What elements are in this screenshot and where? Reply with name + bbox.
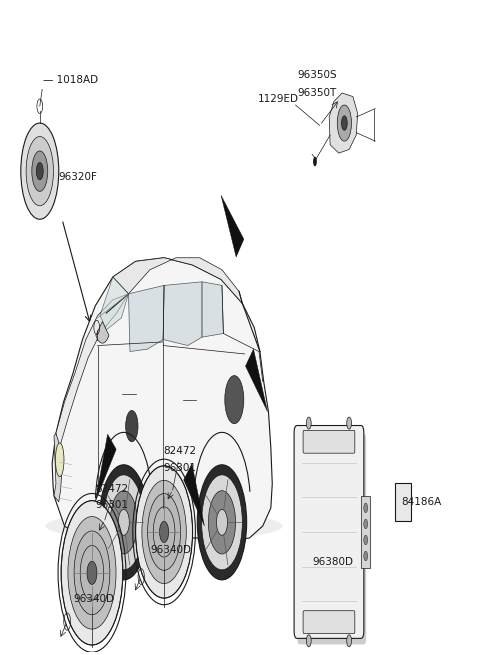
Circle shape bbox=[32, 151, 48, 191]
FancyBboxPatch shape bbox=[303, 610, 355, 633]
Polygon shape bbox=[202, 282, 223, 337]
Polygon shape bbox=[56, 294, 129, 450]
Ellipse shape bbox=[80, 546, 104, 600]
Polygon shape bbox=[100, 277, 129, 330]
Polygon shape bbox=[329, 93, 358, 153]
Polygon shape bbox=[184, 464, 204, 526]
Ellipse shape bbox=[159, 521, 168, 542]
Circle shape bbox=[26, 136, 53, 206]
Ellipse shape bbox=[56, 443, 64, 477]
Wedge shape bbox=[96, 322, 109, 343]
Ellipse shape bbox=[153, 507, 175, 557]
Polygon shape bbox=[221, 195, 244, 257]
FancyBboxPatch shape bbox=[298, 434, 366, 645]
Ellipse shape bbox=[103, 475, 144, 570]
FancyBboxPatch shape bbox=[395, 483, 411, 521]
Ellipse shape bbox=[208, 491, 236, 554]
Text: 96380D: 96380D bbox=[312, 557, 353, 567]
Circle shape bbox=[364, 503, 368, 513]
Circle shape bbox=[364, 535, 368, 545]
Circle shape bbox=[313, 157, 317, 166]
Text: 96301: 96301 bbox=[163, 463, 196, 473]
Text: 96350T: 96350T bbox=[297, 88, 336, 98]
Polygon shape bbox=[245, 349, 267, 412]
FancyBboxPatch shape bbox=[303, 430, 355, 453]
Ellipse shape bbox=[61, 500, 123, 645]
Text: — 1018AD: — 1018AD bbox=[43, 75, 98, 84]
Circle shape bbox=[347, 417, 351, 429]
Ellipse shape bbox=[197, 465, 247, 580]
Text: 82472: 82472 bbox=[96, 483, 129, 494]
Text: 96320F: 96320F bbox=[59, 172, 97, 182]
Circle shape bbox=[306, 417, 311, 429]
Ellipse shape bbox=[99, 465, 148, 580]
Circle shape bbox=[342, 116, 347, 130]
Polygon shape bbox=[361, 496, 371, 568]
Ellipse shape bbox=[216, 510, 228, 535]
Text: 96340D: 96340D bbox=[151, 545, 192, 555]
Text: 96340D: 96340D bbox=[73, 594, 114, 605]
Ellipse shape bbox=[46, 511, 283, 541]
Circle shape bbox=[225, 375, 244, 424]
Ellipse shape bbox=[136, 466, 192, 598]
Ellipse shape bbox=[87, 561, 97, 584]
Circle shape bbox=[337, 105, 351, 141]
Text: 96350S: 96350S bbox=[297, 70, 336, 80]
Text: 84186A: 84186A bbox=[401, 497, 442, 507]
Ellipse shape bbox=[147, 494, 180, 571]
Circle shape bbox=[364, 552, 368, 561]
Polygon shape bbox=[54, 434, 62, 502]
Polygon shape bbox=[163, 282, 202, 346]
Ellipse shape bbox=[74, 531, 110, 614]
Text: 1129ED: 1129ED bbox=[258, 94, 299, 104]
Circle shape bbox=[364, 519, 368, 529]
Ellipse shape bbox=[118, 510, 129, 535]
Text: 96301: 96301 bbox=[96, 500, 128, 510]
Circle shape bbox=[126, 411, 138, 441]
Circle shape bbox=[21, 123, 59, 219]
Polygon shape bbox=[52, 258, 272, 542]
Circle shape bbox=[36, 162, 43, 180]
Circle shape bbox=[306, 635, 311, 646]
Polygon shape bbox=[113, 258, 242, 303]
Ellipse shape bbox=[110, 491, 137, 554]
Ellipse shape bbox=[202, 475, 242, 570]
Polygon shape bbox=[96, 434, 116, 502]
FancyBboxPatch shape bbox=[294, 426, 364, 639]
Ellipse shape bbox=[68, 517, 116, 629]
Circle shape bbox=[347, 635, 351, 646]
Text: 82472: 82472 bbox=[163, 446, 196, 457]
Ellipse shape bbox=[142, 480, 186, 584]
Polygon shape bbox=[129, 286, 164, 352]
